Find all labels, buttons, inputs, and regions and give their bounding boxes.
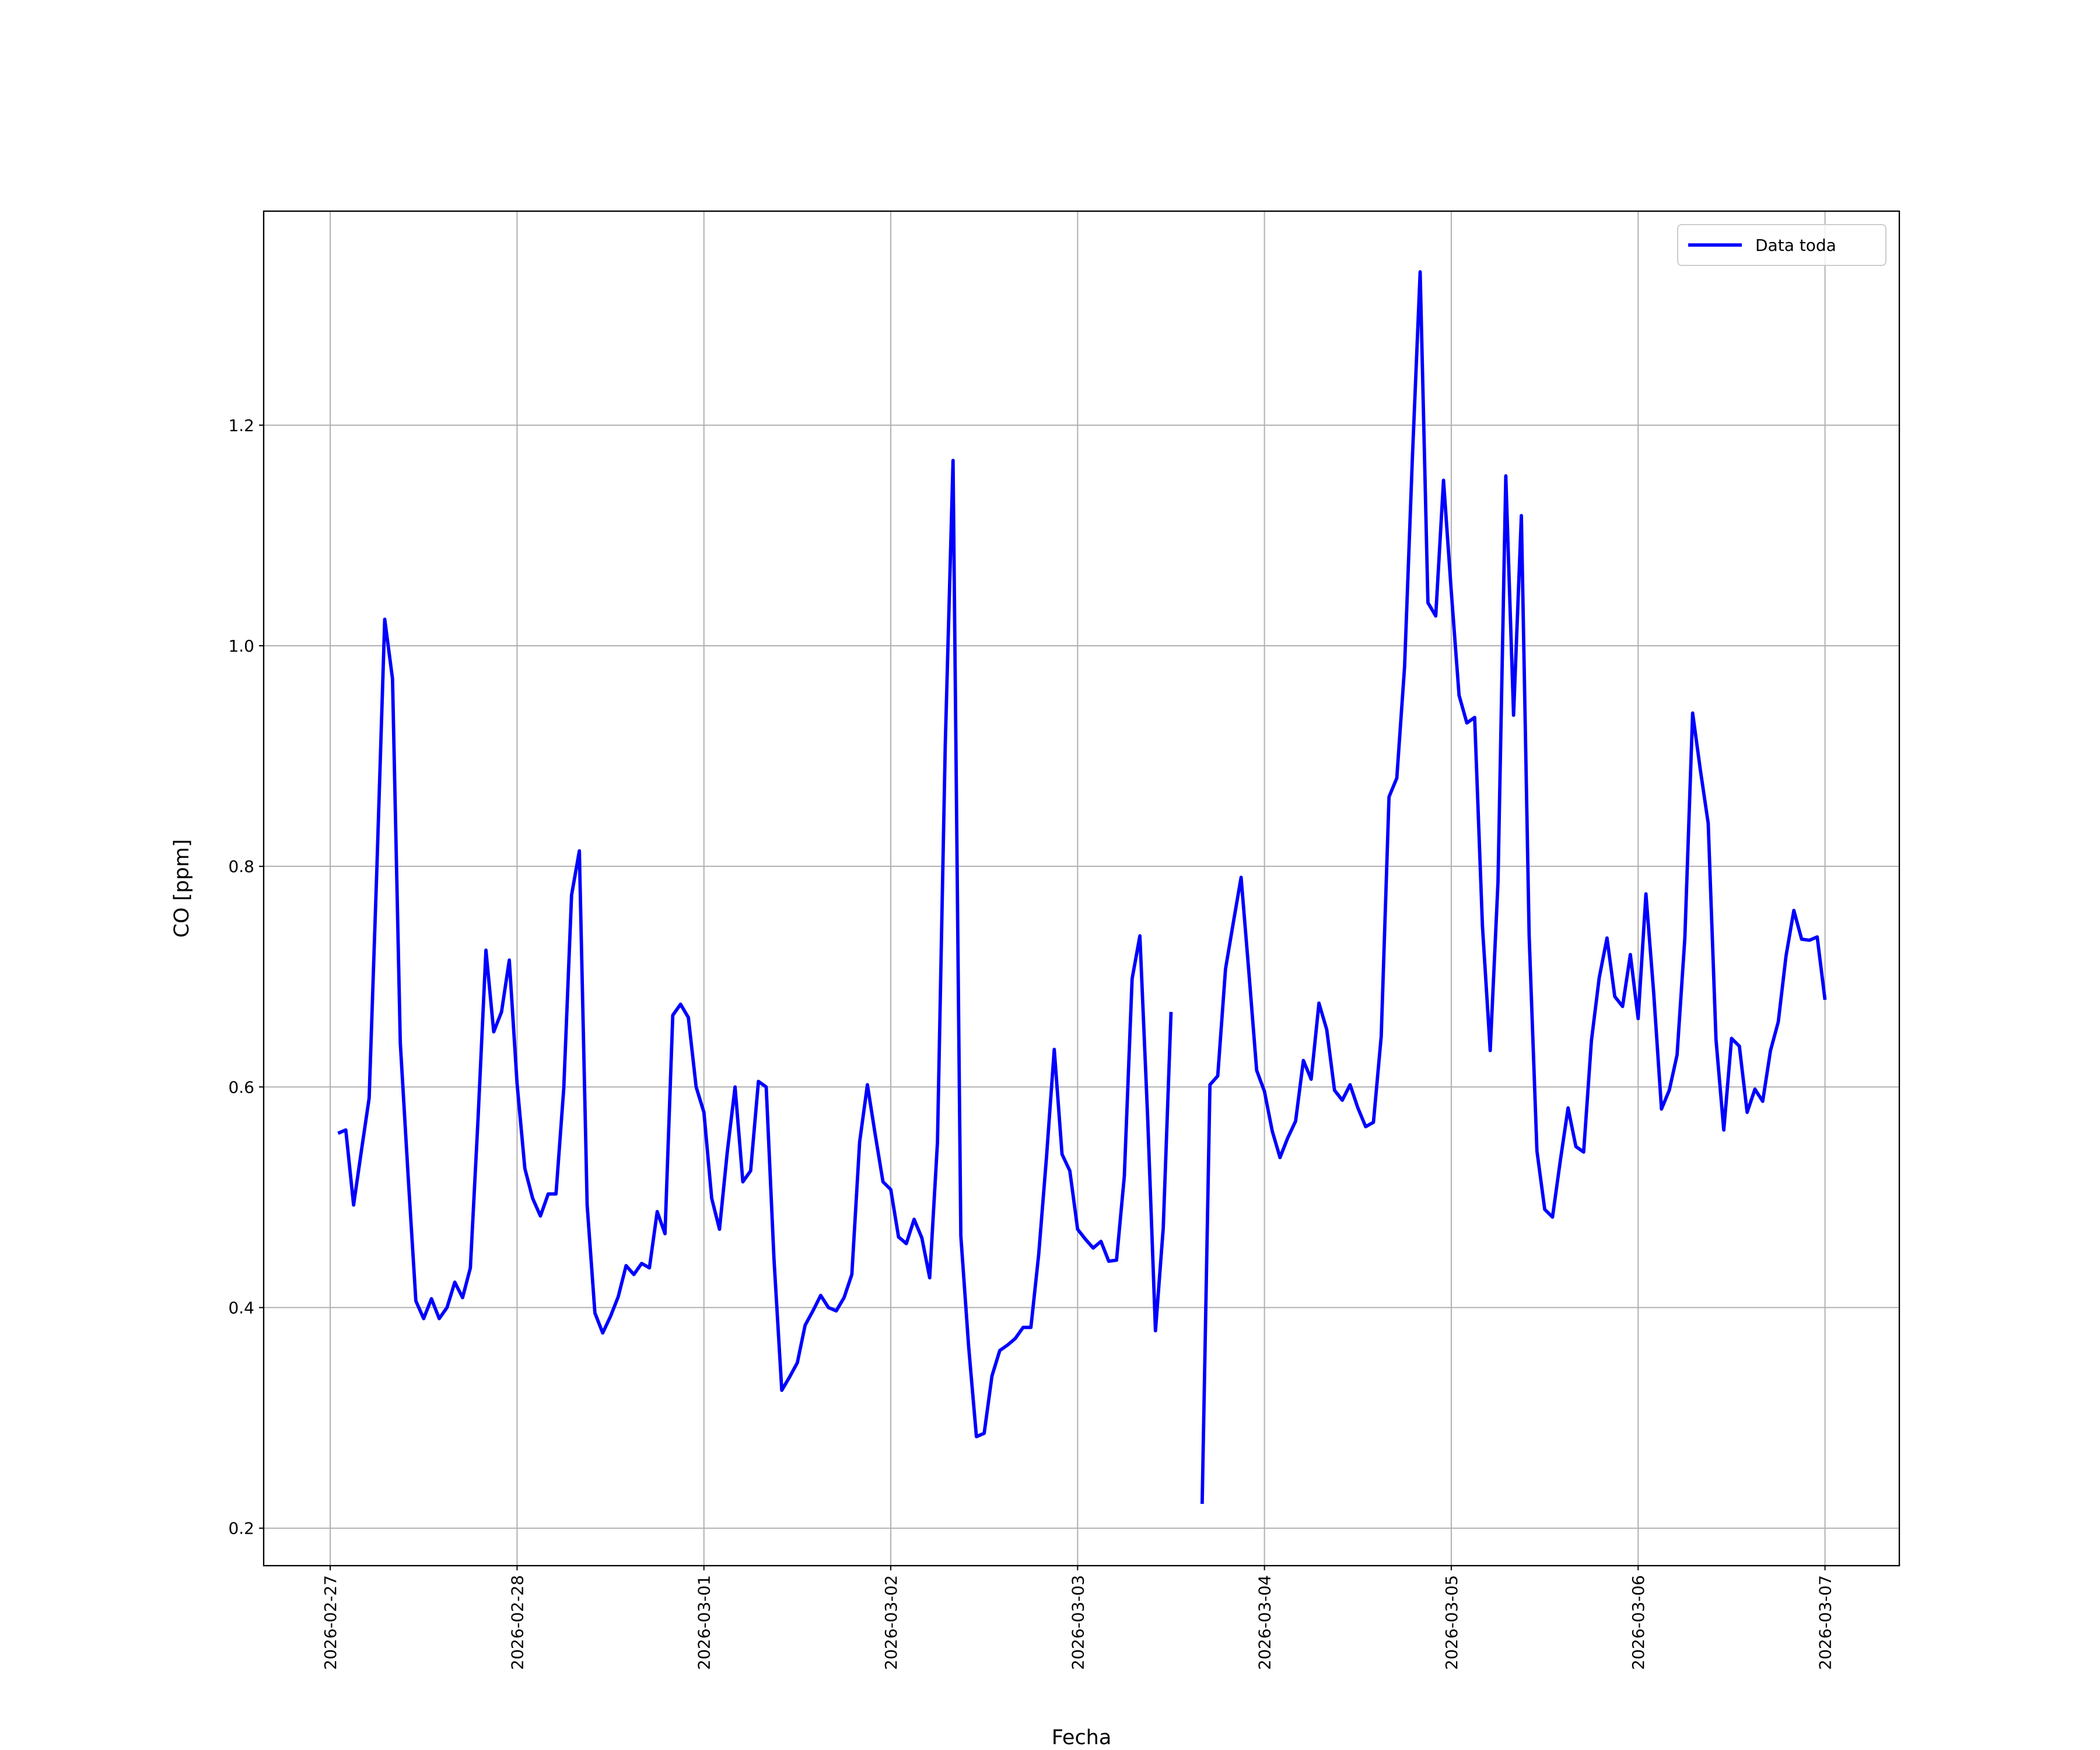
x-tick-label: 2026-03-03 (1068, 1575, 1087, 1670)
legend-label: Data toda (1755, 236, 1836, 255)
x-tick-label: 2026-03-02 (881, 1575, 901, 1670)
y-tick-label: 0.2 (228, 1519, 254, 1538)
y-tick-label: 1.2 (228, 416, 254, 435)
x-tick-label: 2026-02-28 (508, 1575, 527, 1670)
plot-frame (262, 210, 1901, 1567)
x-tick-label: 2026-02-27 (321, 1575, 340, 1670)
y-tick-label: 0.4 (228, 1298, 254, 1318)
x-tick-label: 2026-03-07 (1816, 1575, 1835, 1670)
x-axis-label: Fecha (1052, 1726, 1112, 1749)
legend-box (1677, 224, 1887, 266)
x-tick-label: 2026-03-05 (1442, 1575, 1461, 1670)
y-tick-label: 0.6 (228, 1077, 254, 1097)
y-tick-label: 1.0 (228, 636, 254, 656)
x-tick-label: 2026-03-06 (1629, 1575, 1648, 1670)
y-tick-label: 0.8 (228, 857, 254, 876)
x-tick-label: 2026-03-01 (695, 1575, 714, 1670)
x-tick-label: 2026-03-04 (1255, 1575, 1275, 1670)
data-line (337, 270, 1827, 1504)
y-axis-label: CO [ppm] (170, 839, 194, 938)
